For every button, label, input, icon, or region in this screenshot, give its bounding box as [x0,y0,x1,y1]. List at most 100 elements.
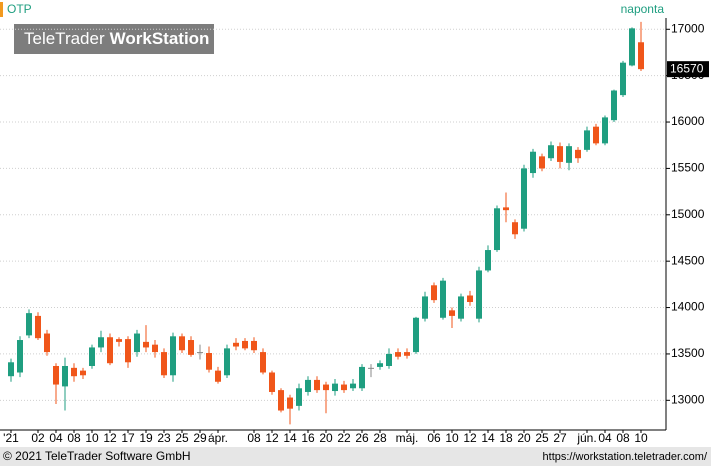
candle-body [296,388,302,406]
candle-body [458,296,464,319]
candle-body [584,130,590,150]
x-tick-label: 12 [103,431,117,445]
last-value-box [667,61,709,78]
candle-body [170,336,176,376]
candle-body [485,250,491,271]
candle-body [386,353,392,366]
candle-body [26,313,32,336]
x-tick-label: 23 [157,431,171,445]
candle-body [638,42,644,70]
x-tick-label: 14 [283,431,297,445]
candle-body [566,146,572,163]
candle-body [80,370,86,376]
x-tick-label: 26 [355,431,369,445]
watermark-brand: TeleTrader [24,29,105,48]
candle-body [395,352,401,357]
candle-body [332,383,338,392]
candle-body [494,208,500,251]
x-tick-label: 04 [598,431,612,445]
y-tick-label: 15000 [671,207,705,221]
x-tick-label: 18 [499,431,513,445]
candle-body [116,339,122,342]
candle-body [503,207,509,211]
candle-body [125,339,131,363]
copyright: © 2021 TeleTrader Software GmbH [3,449,191,463]
x-tick-label: 08 [67,431,81,445]
candle-body [602,117,608,144]
candle-body [575,149,581,159]
x-tick-label: 27 [553,431,567,445]
candle-body [557,146,563,162]
candle-body [368,367,374,369]
x-tick-label: 28 [373,431,387,445]
candle-body [44,333,50,353]
x-tick-label: 12 [265,431,279,445]
candle-body [449,310,455,316]
candle-body [593,126,599,144]
x-tick-label: 08 [616,431,630,445]
x-tick-label: 25 [535,431,549,445]
candle-body [89,347,95,366]
chart-title: OTP [7,2,32,16]
candle-body [539,156,545,169]
candle-body [17,340,23,373]
y-tick-label: 16000 [671,114,705,128]
x-tick-label: 29 [193,431,207,445]
candle-body [404,352,410,356]
candle-body [521,168,527,229]
footer-url: https://workstation.teletrader.com/ [543,451,708,463]
candle-body [215,370,221,382]
candle-body [413,317,419,353]
x-tick-label: 12 [463,431,477,445]
x-tick-label: 25 [175,431,189,445]
candle-body [224,348,230,376]
candle-body [8,362,14,377]
symbol-marker [0,2,3,17]
y-tick-label: 14500 [671,253,705,267]
candle-body [314,379,320,391]
x-tick-label: 16 [301,431,315,445]
x-tick-label: 04 [49,431,63,445]
candle-body [62,365,68,387]
candle-body [233,342,239,347]
footer-bar [0,447,711,466]
candle-body [161,352,167,376]
candle-body [530,151,536,174]
candle-body [152,344,158,353]
candle-body [143,341,149,348]
candle-body [548,145,554,159]
x-tick-label: 22 [337,431,351,445]
candle-body [287,397,293,409]
candle-body [71,367,77,377]
watermark-product: WorkStation [110,29,210,48]
candle-body [611,90,617,121]
candle-body [620,62,626,96]
candle-body [107,337,113,364]
x-tick-label: 17 [121,431,135,445]
y-tick-label: 17000 [671,21,705,35]
candle-body [467,295,473,302]
x-tick-label: 08 [247,431,261,445]
x-tick-label: 06 [427,431,441,445]
candle-body [206,353,212,370]
candle-body [242,340,248,349]
candle-body [35,315,41,339]
candle-body [422,296,428,319]
candle-body [188,340,194,355]
y-tick-label: 13000 [671,392,705,406]
x-tick-label: 20 [517,431,531,445]
x-tick-label: 20 [319,431,333,445]
candle-body [323,384,329,391]
x-tick-label: '21 [3,431,19,445]
candle-body [359,366,365,389]
x-tick-label: 10 [445,431,459,445]
candle-body [179,336,185,351]
x-tick-label: ápr. [208,431,228,445]
watermark: TeleTrader WorkStation [24,29,209,48]
x-tick-label: 14 [481,431,495,445]
candle-body [629,28,635,66]
x-tick-label: jún. [576,431,596,445]
